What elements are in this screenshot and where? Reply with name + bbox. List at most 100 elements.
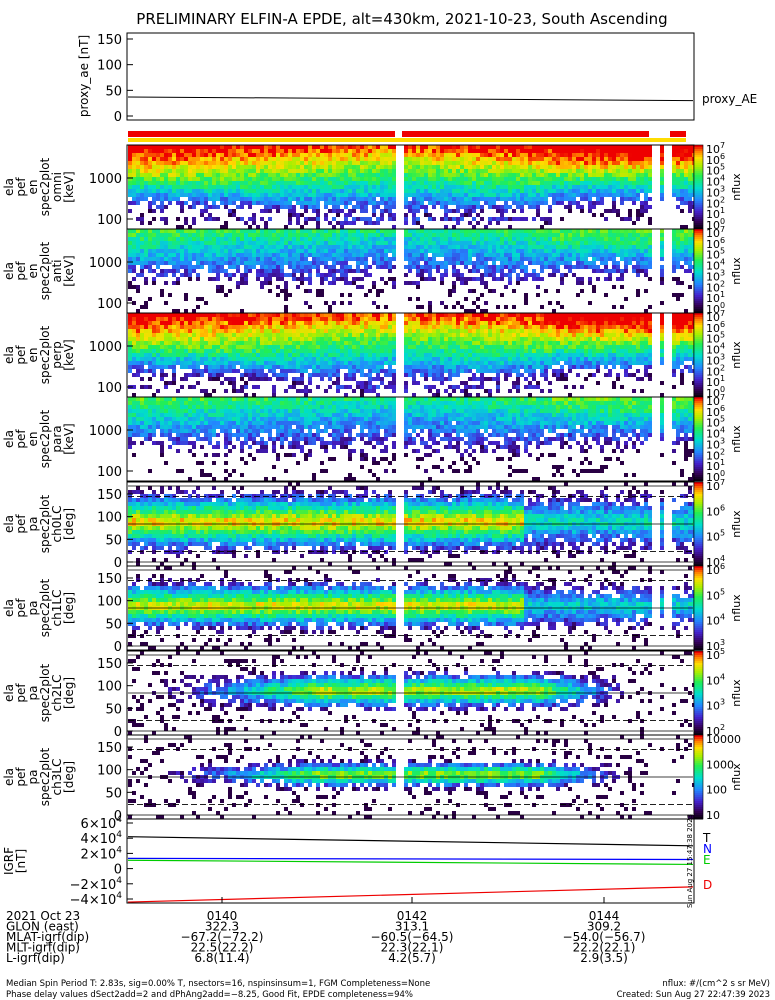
ylabel-word: en bbox=[26, 180, 40, 195]
ylabel-word: ela bbox=[2, 430, 16, 448]
ytick-label: 0 bbox=[114, 863, 122, 878]
igrf-line-D bbox=[127, 886, 694, 903]
ytick-label: 1000 bbox=[89, 256, 122, 271]
axis-value: 22.2(22.1) bbox=[573, 941, 636, 955]
ylabel-word: ela bbox=[2, 599, 16, 617]
ylabel-word: omni bbox=[50, 172, 64, 202]
ytick-label: 100 bbox=[97, 595, 122, 610]
ylabel-word: pef bbox=[14, 261, 28, 281]
ylabel-word: [keV] bbox=[62, 171, 76, 202]
axis-value: −60.5(−64.5) bbox=[371, 930, 454, 944]
igrf-ylabel-unit: [nT] bbox=[14, 849, 28, 873]
ylabel-word: pef bbox=[14, 514, 28, 534]
axis-value: 2.9(3.5) bbox=[580, 951, 628, 965]
ylabel-word: spec2plot bbox=[38, 241, 52, 300]
ylabel-word: pa bbox=[26, 517, 40, 532]
ytick-label: 100 bbox=[97, 511, 122, 526]
igrf-legend-N: N bbox=[703, 842, 712, 856]
ytick-label: 0 bbox=[114, 110, 122, 125]
axis-value: −67.2(−72.2) bbox=[181, 930, 264, 944]
ytick-label: 1000 bbox=[89, 340, 122, 355]
ylabel-word: pa bbox=[26, 770, 40, 785]
axis-value: 309.2 bbox=[587, 920, 621, 934]
ylabel-word: ch3LC bbox=[50, 759, 64, 796]
ylabel-word: spec2plot bbox=[38, 663, 52, 722]
ylabel-word: en bbox=[26, 264, 40, 279]
ylabel-word: [keV] bbox=[62, 255, 76, 286]
igrf-line-T bbox=[127, 836, 694, 847]
ylabel-word: pef bbox=[14, 429, 28, 449]
axis-time-label: 0144 bbox=[589, 909, 620, 923]
igrf-ylabel: IGRF bbox=[2, 847, 16, 875]
ytick-label: 50 bbox=[105, 84, 122, 99]
igrf-line-E bbox=[127, 859, 694, 866]
ylabel-word: ela bbox=[2, 346, 16, 364]
ylabel-word: ela bbox=[2, 684, 16, 702]
footer-line-1: Median Spin Period T: 2.83s, sig=0.00% T… bbox=[6, 979, 430, 989]
axis-value: 4.2(5.7) bbox=[388, 951, 436, 965]
ylabel-word: spec2plot bbox=[38, 325, 52, 384]
ytick-label: 0 bbox=[114, 809, 122, 824]
ylabel-word: spec2plot bbox=[38, 494, 52, 553]
ylabel-word: ch1LC bbox=[50, 590, 64, 627]
colorbar-label: nflux bbox=[730, 594, 743, 622]
colorbar-label: nflux bbox=[730, 257, 743, 285]
ytick-label: 50 bbox=[105, 702, 122, 717]
ytick-label: −4×104 bbox=[70, 891, 123, 908]
ylabel-word: en bbox=[26, 348, 40, 363]
colorbar-tick: 105 bbox=[706, 587, 725, 602]
ytick-label: 50 bbox=[105, 617, 122, 632]
ylabel-word: spec2plot bbox=[38, 578, 52, 637]
ylabel-word: ch2LC bbox=[50, 675, 64, 712]
ylabel-word: pa bbox=[26, 686, 40, 701]
ylabel-word: [deg] bbox=[62, 592, 76, 624]
ylabel-word: ela bbox=[2, 178, 16, 196]
proxy-ae-panel: 150 100 50 0 proxy_ae [nT] proxy_AE bbox=[77, 32, 757, 125]
ytick-label: 150 bbox=[97, 572, 122, 587]
axis-header-row: MLT-igrf(dip) bbox=[6, 941, 80, 955]
ylabel-word: spec2plot bbox=[38, 157, 52, 216]
ytick-label: 100 bbox=[97, 764, 122, 779]
igrf-legend-T: T bbox=[702, 831, 711, 845]
ytick-label: 100 bbox=[97, 213, 122, 228]
ytick-label: −2×104 bbox=[70, 876, 123, 893]
footer-units: nflux: #/(cm^2 s sr MeV) bbox=[662, 979, 770, 989]
colorbar-tick: 100 bbox=[706, 784, 727, 797]
igrf-line-N bbox=[127, 857, 694, 861]
colorbar-tick: 105 bbox=[706, 529, 725, 544]
axis-time-label: 0140 bbox=[207, 909, 238, 923]
timestamp-side-label: Sun Aug 27 15:47:38 2023 bbox=[686, 814, 694, 908]
ylabel-word: pa bbox=[26, 601, 40, 616]
colorbar-label: nflux bbox=[730, 173, 743, 201]
axis-header-row: MLAT-igrf(dip) bbox=[6, 930, 89, 944]
colorbar-label: nflux bbox=[730, 425, 743, 453]
ylabel-word: en bbox=[26, 432, 40, 447]
colorbar-tick: 103 bbox=[706, 698, 725, 713]
colorbar-tick: 105 bbox=[706, 647, 725, 662]
ylabel-word: [keV] bbox=[62, 423, 76, 454]
ytick-label: 150 bbox=[97, 657, 122, 672]
proxy-ae-legend: proxy_AE bbox=[702, 92, 757, 106]
axis-value: 22.3(22.1) bbox=[381, 941, 444, 955]
axis-value: −54.0(−56.7) bbox=[563, 930, 646, 944]
colorbar-tick: 1000 bbox=[706, 758, 734, 771]
ylabel-word: ela bbox=[2, 262, 16, 280]
ytick-label: 0 bbox=[114, 725, 122, 740]
ytick-label: 2×104 bbox=[81, 845, 123, 862]
ylabel-word: pef bbox=[14, 598, 28, 618]
ylabel-word: pef bbox=[14, 345, 28, 365]
proxy-ae-line bbox=[127, 96, 694, 102]
colorbar-label: nflux bbox=[730, 510, 743, 538]
ytick-label: 100 bbox=[97, 680, 122, 695]
ylabel-word: [deg] bbox=[62, 508, 76, 540]
colorbar-label: nflux bbox=[730, 679, 743, 707]
ytick-label: 4×104 bbox=[81, 830, 123, 847]
ylabel-word: ela bbox=[2, 768, 16, 786]
axis-time-label: 0142 bbox=[397, 909, 428, 923]
